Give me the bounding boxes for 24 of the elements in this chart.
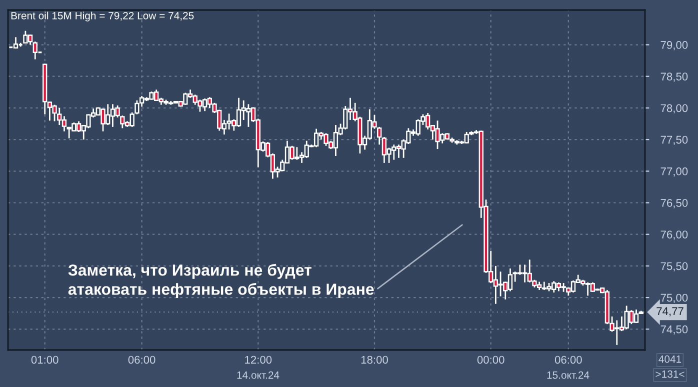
text: 14.окт.24 bbox=[237, 371, 280, 379]
chart-title: Brent oil 15M High = 79,22 Low = 74,25 bbox=[11, 12, 194, 22]
x-tick-label: 06:00 bbox=[554, 356, 582, 364]
x-tick-label: 18:00 bbox=[361, 356, 388, 364]
y-tick-label: 79,00 bbox=[660, 41, 688, 50]
x-tick-label: 01:00 bbox=[31, 356, 58, 364]
text: >131< bbox=[656, 370, 684, 378]
y-tick-label: 77,50 bbox=[660, 136, 688, 145]
y-tick-label: 75,50 bbox=[660, 262, 688, 272]
ref-line-label: 74,77 bbox=[656, 307, 684, 316]
x-tick-label: 12:00 bbox=[245, 356, 272, 364]
y-tick-label: 76,50 bbox=[660, 199, 688, 208]
y-tick-label: 77,00 bbox=[660, 167, 688, 177]
text: 4041 bbox=[658, 355, 682, 363]
y-tick-label: 76,00 bbox=[660, 230, 688, 240]
y-tick-label: 78,00 bbox=[660, 104, 688, 114]
text: 15.окт.24 bbox=[547, 371, 590, 379]
y-tick-label: 75,00 bbox=[660, 294, 688, 303]
annotation: Заметка, что Израиль не будет атаковать нефтяные объекты в Иране bbox=[68, 264, 374, 298]
y-tick-label: 78,50 bbox=[660, 72, 688, 82]
x-tick-label: 00:00 bbox=[477, 356, 504, 364]
x-tick-label: 06:00 bbox=[128, 356, 156, 364]
candlestick bbox=[32, 40, 38, 60]
y-tick-label: 74,50 bbox=[660, 325, 688, 335]
